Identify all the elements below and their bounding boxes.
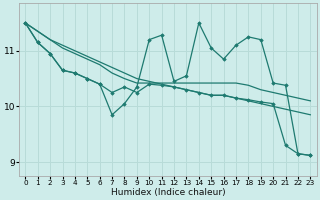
X-axis label: Humidex (Indice chaleur): Humidex (Indice chaleur) [110, 188, 225, 197]
